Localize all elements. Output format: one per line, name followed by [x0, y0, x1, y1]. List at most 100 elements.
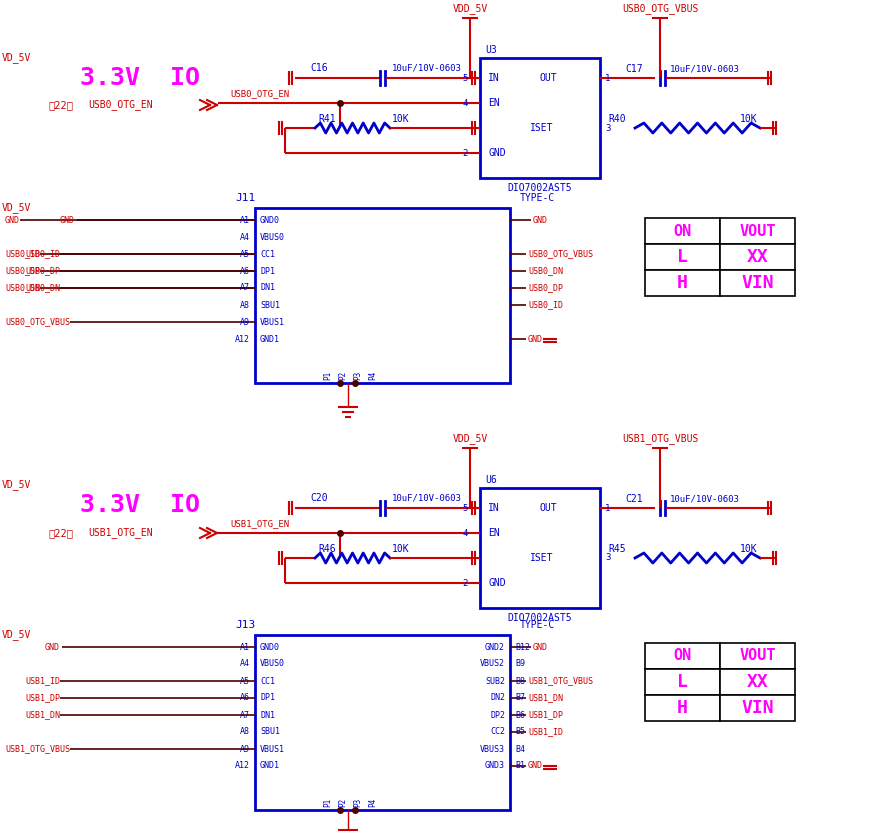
Text: DN1: DN1	[260, 711, 275, 720]
Text: U3: U3	[485, 45, 496, 55]
Text: USB0_DP: USB0_DP	[528, 283, 563, 292]
Text: 3.3V  IO: 3.3V IO	[80, 66, 200, 90]
Text: A4: A4	[240, 660, 250, 669]
Text: P3: P3	[354, 798, 363, 807]
Text: B9: B9	[515, 660, 525, 669]
Bar	[645, 244, 720, 270]
Text: USB1_OTG_EN: USB1_OTG_EN	[230, 520, 289, 528]
Text: DP2: DP2	[490, 711, 505, 720]
Text: GND: GND	[488, 148, 505, 158]
Text: VD_5V: VD_5V	[2, 630, 31, 641]
Text: CC1: CC1	[260, 250, 275, 258]
Text: EN: EN	[488, 98, 500, 108]
Text: GND: GND	[5, 216, 20, 225]
Bar	[645, 669, 720, 695]
Text: IN: IN	[488, 73, 500, 83]
Bar	[720, 218, 795, 244]
Text: P3: P3	[354, 371, 363, 380]
Text: A6: A6	[240, 694, 250, 702]
Text: USB0_DP: USB0_DP	[25, 267, 60, 276]
Text: VBUS1: VBUS1	[260, 745, 285, 754]
Text: USB1_DN: USB1_DN	[25, 711, 60, 720]
Bar	[645, 695, 720, 721]
Text: GND: GND	[60, 216, 75, 225]
Text: B7: B7	[515, 694, 525, 702]
Text: USB1_ID: USB1_ID	[528, 727, 563, 736]
Text: USB1_OTG_EN: USB1_OTG_EN	[88, 527, 152, 538]
Text: IN: IN	[488, 503, 500, 513]
Text: 10K: 10K	[740, 114, 758, 124]
Bar	[645, 643, 720, 669]
Text: P1: P1	[323, 371, 332, 380]
Text: USB0_OTG_EN: USB0_OTG_EN	[88, 100, 152, 111]
Text: ISET: ISET	[530, 123, 554, 133]
Bar	[255, 635, 510, 810]
Text: P2: P2	[339, 798, 348, 807]
Text: VOUT: VOUT	[739, 223, 776, 238]
Text: USB0_DN: USB0_DN	[5, 283, 40, 292]
Text: VBUS2: VBUS2	[480, 660, 505, 669]
Text: 。22〃: 。22〃	[48, 100, 73, 110]
Text: 10K: 10K	[740, 544, 758, 554]
Text: C20: C20	[310, 493, 328, 503]
Text: VDD_5V: VDD_5V	[452, 3, 487, 14]
Text: USB1_OTG_VBUS: USB1_OTG_VBUS	[5, 745, 70, 754]
Text: A8: A8	[240, 727, 250, 736]
Bar	[480, 58, 600, 178]
Text: C16: C16	[310, 63, 328, 73]
Text: VOUT: VOUT	[739, 649, 776, 664]
Text: USB0_OTG_EN: USB0_OTG_EN	[230, 89, 289, 98]
Text: GND: GND	[528, 335, 543, 343]
Text: USB0_ID: USB0_ID	[25, 250, 60, 258]
Text: DP1: DP1	[260, 694, 275, 702]
Text: OUT: OUT	[540, 503, 557, 513]
Text: B6: B6	[515, 711, 525, 720]
Text: DN1: DN1	[260, 283, 275, 292]
Text: GND: GND	[45, 642, 60, 651]
Text: USB0_OTG_VBUS: USB0_OTG_VBUS	[5, 317, 70, 327]
Text: 10K: 10K	[392, 114, 409, 124]
Text: DP1: DP1	[260, 267, 275, 276]
Bar	[255, 208, 510, 383]
Text: GND: GND	[488, 578, 505, 588]
Text: VDD_5V: VDD_5V	[452, 433, 487, 444]
Text: 1: 1	[605, 73, 610, 82]
Text: USB0_ID: USB0_ID	[528, 301, 563, 310]
Text: USB1_DN: USB1_DN	[528, 694, 563, 702]
Text: 1: 1	[605, 503, 610, 512]
Text: P2: P2	[339, 371, 348, 380]
Text: B8: B8	[515, 676, 525, 686]
Text: USB0_DN: USB0_DN	[528, 267, 563, 276]
Text: GND2: GND2	[485, 642, 505, 651]
Text: USB0_ID: USB0_ID	[5, 250, 40, 258]
Text: 10K: 10K	[392, 544, 409, 554]
Text: GND: GND	[528, 761, 543, 771]
Text: B4: B4	[515, 745, 525, 754]
Text: 5: 5	[462, 503, 468, 512]
Text: 3: 3	[605, 123, 610, 132]
Text: A1: A1	[240, 216, 250, 225]
Text: GND0: GND0	[260, 216, 280, 225]
Text: USB1_ID: USB1_ID	[25, 676, 60, 686]
Text: CC1: CC1	[260, 676, 275, 686]
Text: USB0_OTG_VBUS: USB0_OTG_VBUS	[528, 250, 593, 258]
Text: A12: A12	[235, 335, 250, 343]
Text: USB0_DN: USB0_DN	[25, 283, 60, 292]
Text: R40: R40	[608, 114, 625, 124]
Text: L: L	[677, 673, 688, 691]
Text: ON: ON	[674, 223, 692, 238]
Text: A4: A4	[240, 232, 250, 242]
Text: GND1: GND1	[260, 335, 280, 343]
Text: DIO7002AST5: DIO7002AST5	[508, 613, 573, 623]
Text: P4: P4	[368, 798, 377, 807]
Text: 4: 4	[462, 528, 468, 537]
Bar	[480, 488, 600, 608]
Text: GND: GND	[533, 642, 548, 651]
Text: R41: R41	[318, 114, 336, 124]
Text: C17: C17	[625, 64, 642, 74]
Text: J11: J11	[235, 193, 255, 203]
Text: P4: P4	[368, 371, 377, 380]
Text: SUB2: SUB2	[485, 676, 505, 686]
Text: 3.3V  IO: 3.3V IO	[80, 493, 200, 517]
Text: VBUS3: VBUS3	[480, 745, 505, 754]
